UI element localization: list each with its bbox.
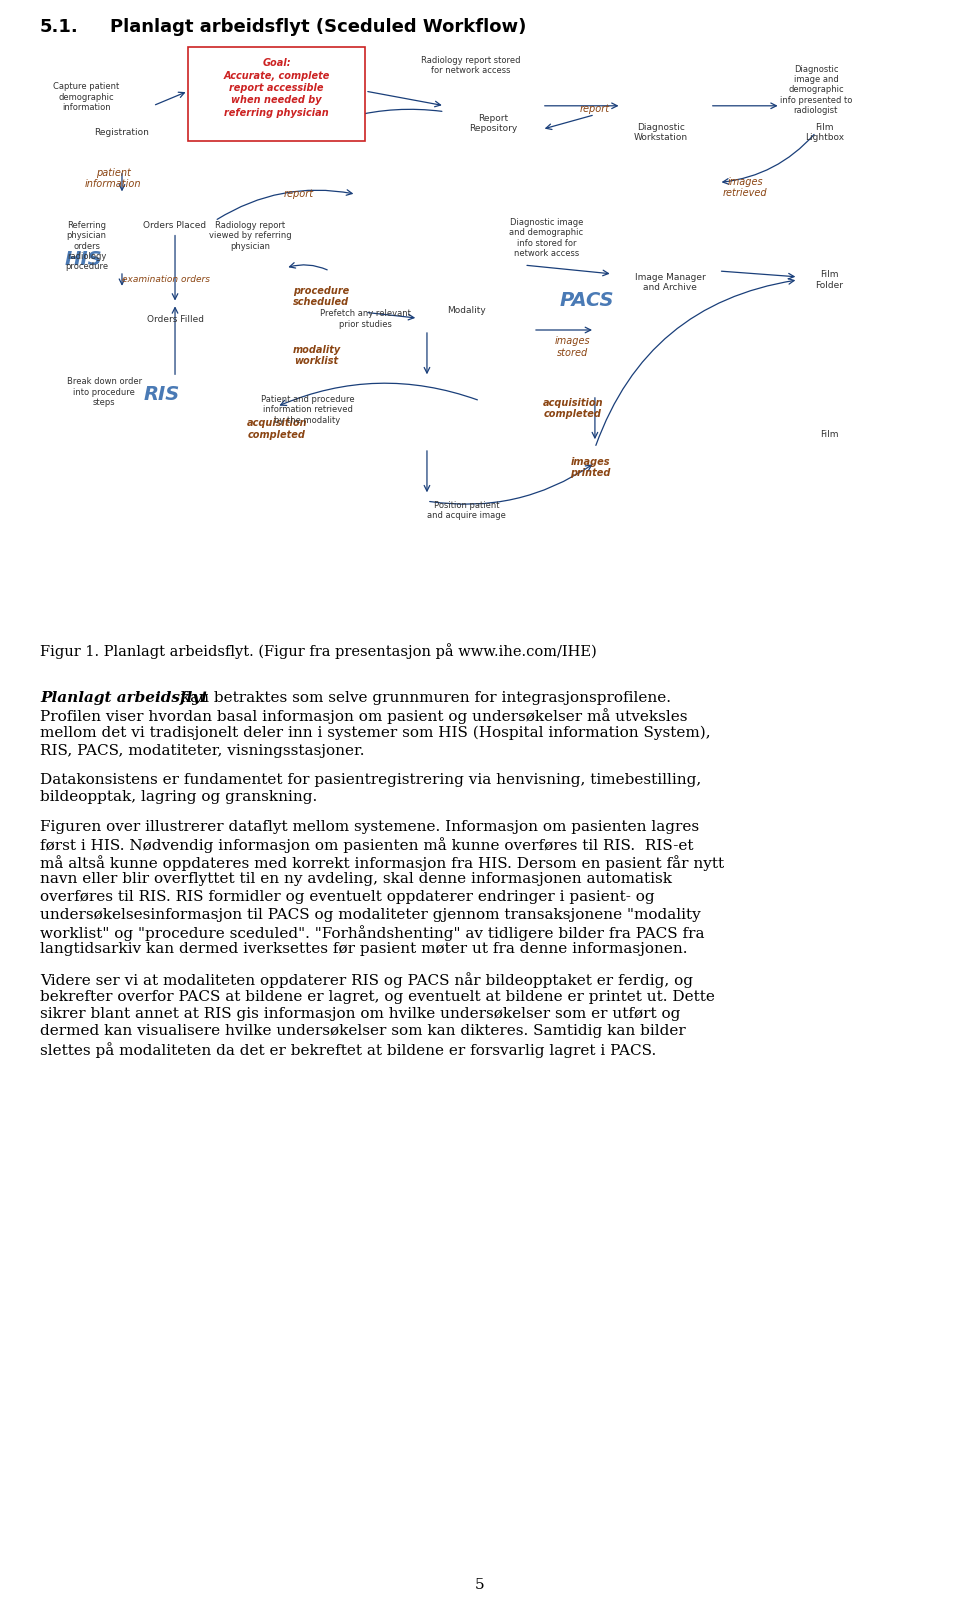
Bar <box>188 47 365 141</box>
Text: 5: 5 <box>475 1578 485 1592</box>
Text: Planlagt arbeidsflyt (Sceduled Workflow): Planlagt arbeidsflyt (Sceduled Workflow) <box>110 18 526 36</box>
Bar <box>38 36 922 625</box>
Text: Diagnostic
image and
demographic
info presented to
radiologist: Diagnostic image and demographic info pr… <box>780 65 852 115</box>
Text: Orders Placed: Orders Placed <box>143 220 206 230</box>
Text: images
retrieved: images retrieved <box>723 177 767 198</box>
Text: Radiology report
viewed by referring
physician: Radiology report viewed by referring phy… <box>209 220 292 251</box>
Text: Orders Filled: Orders Filled <box>147 316 204 324</box>
Text: patient
information: patient information <box>84 168 141 190</box>
Text: Goal:
Accurate, complete
report accessible
when needed by
referring physician: Goal: Accurate, complete report accessib… <box>224 58 330 118</box>
Text: report: report <box>284 190 314 199</box>
Text: modality
worklist: modality worklist <box>293 345 341 366</box>
Text: Profilen viser hvordan basal informasjon om pasient og undersøkelser må utveksle: Profilen viser hvordan basal informasjon… <box>40 708 687 724</box>
Text: Film: Film <box>820 431 838 439</box>
Text: HIS: HIS <box>64 249 102 269</box>
Text: Videre ser vi at modaliteten oppdaterer RIS og PACS når bildeopptaket er ferdig,: Videre ser vi at modaliteten oppdaterer … <box>40 972 693 988</box>
Text: Diagnostic
Workstation: Diagnostic Workstation <box>635 123 688 143</box>
Text: RIS, PACS, modatiteter, visningsstasjoner.: RIS, PACS, modatiteter, visningsstasjone… <box>40 744 365 758</box>
Text: dermed kan visualisere hvilke undersøkelser som kan dikteres. Samtidig kan bilde: dermed kan visualisere hvilke undersøkel… <box>40 1024 685 1038</box>
Text: Figur 1. Planlagt arbeidsflyt. (Figur fra presentasjon på www.ihe.com/IHE): Figur 1. Planlagt arbeidsflyt. (Figur fr… <box>40 643 597 659</box>
Text: RIS: RIS <box>144 386 180 405</box>
Text: sikrer blant annet at RIS gis informasjon om hvilke undersøkelser som er utført : sikrer blant annet at RIS gis informasjo… <box>40 1008 681 1021</box>
Text: slettes på modaliteten da det er bekreftet at bildene er forsvarlig lagret i PAC: slettes på modaliteten da det er bekreft… <box>40 1042 657 1058</box>
Text: images
stored: images stored <box>555 335 590 358</box>
Text: navn eller blir overflyttet til en ny avdeling, skal denne informasjonen automat: navn eller blir overflyttet til en ny av… <box>40 873 672 886</box>
Text: Film
Folder: Film Folder <box>815 271 843 290</box>
Text: Datakonsistens er fundamentet for pasientregistrering via henvisning, timebestil: Datakonsistens er fundamentet for pasien… <box>40 773 701 787</box>
Text: images
printed: images printed <box>570 457 611 478</box>
Text: Planlagt arbeidsflyt: Planlagt arbeidsflyt <box>40 692 208 705</box>
Text: Position patient
and acquire image: Position patient and acquire image <box>427 501 506 520</box>
Text: langtidsarkiv kan dermed iverksettes før pasient møter ut fra denne informasjone: langtidsarkiv kan dermed iverksettes før… <box>40 943 687 956</box>
Text: Capture patient
demographic
information: Capture patient demographic information <box>54 83 120 112</box>
Text: Diagnostic image
and demographic
info stored for
network access: Diagnostic image and demographic info st… <box>509 219 584 258</box>
Text: Referring
physician
orders
radiology
procedure: Referring physician orders radiology pro… <box>65 220 108 272</box>
Text: 5.1.: 5.1. <box>40 18 79 36</box>
Text: undersøkelsesinformasjon til PACS og modaliteter gjennom transaksjonene "modalit: undersøkelsesinformasjon til PACS og mod… <box>40 907 701 922</box>
Text: Break down order
into procedure
steps: Break down order into procedure steps <box>67 377 142 407</box>
Text: først i HIS. Nødvendig informasjon om pasienten må kunne overføres til RIS.  RIS: først i HIS. Nødvendig informasjon om pa… <box>40 838 693 854</box>
Text: Image Manager
and Archive: Image Manager and Archive <box>635 274 706 293</box>
Text: PACS: PACS <box>560 292 614 309</box>
Text: acquisition
completed: acquisition completed <box>542 399 603 420</box>
Text: Registration: Registration <box>94 128 150 136</box>
Text: Report
Repository: Report Repository <box>469 113 517 133</box>
Text: Modality: Modality <box>447 306 486 316</box>
Text: kan betraktes som selve grunnmuren for integrasjonsprofilene.: kan betraktes som selve grunnmuren for i… <box>176 692 671 705</box>
Text: bildeopptak, lagring og granskning.: bildeopptak, lagring og granskning. <box>40 791 317 805</box>
Text: examination orders: examination orders <box>122 275 210 285</box>
Text: Prefetch any relevant
prior studies: Prefetch any relevant prior studies <box>320 309 411 329</box>
Text: report: report <box>580 104 610 113</box>
Text: procedure
scheduled: procedure scheduled <box>293 285 349 308</box>
Text: mellom det vi tradisjonelt deler inn i systemer som HIS (Hospital information Sy: mellom det vi tradisjonelt deler inn i s… <box>40 726 710 740</box>
Text: bekrefter overfor PACS at bildene er lagret, og eventuelt at bildene er printet : bekrefter overfor PACS at bildene er lag… <box>40 990 715 1003</box>
Text: Radiology report stored
for network access: Radiology report stored for network acce… <box>421 55 521 75</box>
Text: må altså kunne oppdateres med korrekt informasjon fra HIS. Dersom en pasient får: må altså kunne oppdateres med korrekt in… <box>40 855 724 872</box>
Text: worklist" og "procedure sceduled". "Forhåndshenting" av tidligere bilder fra PAC: worklist" og "procedure sceduled". "Forh… <box>40 925 705 941</box>
Text: acquisition
completed: acquisition completed <box>247 418 307 441</box>
Text: Film
Lightbox: Film Lightbox <box>805 123 845 143</box>
Text: overføres til RIS. RIS formidler og eventuelt oppdaterer endringer i pasient- og: overføres til RIS. RIS formidler og even… <box>40 889 655 904</box>
Text: Figuren over illustrerer dataflyt mellom systemene. Informasjon om pasienten lag: Figuren over illustrerer dataflyt mellom… <box>40 820 699 834</box>
Text: Patient and procedure
information retrieved
by the modality: Patient and procedure information retrie… <box>261 395 354 424</box>
